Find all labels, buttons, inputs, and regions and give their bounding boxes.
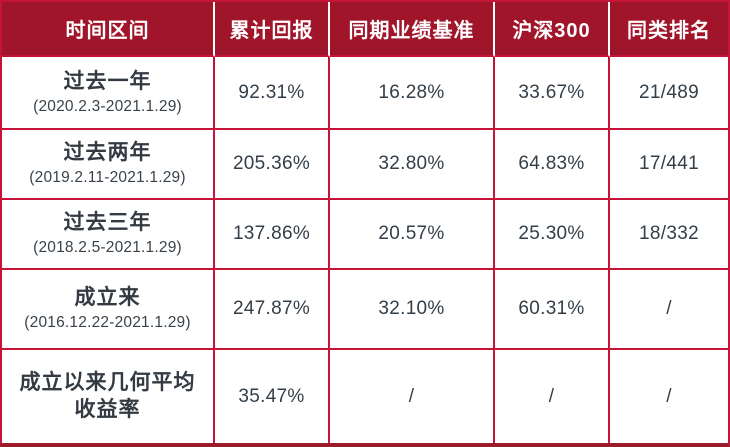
period-cell-geometric-average: 成立以来几何平均收益率	[2, 350, 215, 443]
value-cell-csi300-inception: 60.31%	[495, 270, 610, 350]
period-title: 过去两年	[63, 141, 152, 165]
value-cell-csi300-geo-avg: /	[495, 350, 610, 443]
period-dates: (2020.2.3-2021.1.29)	[33, 97, 182, 115]
value-cell-rank-3y: 18/332	[610, 200, 728, 270]
period-title: 成立来	[74, 286, 141, 310]
value-cell-benchmark-inception: 32.10%	[330, 270, 495, 350]
period-dates: (2018.2.5-2021.1.29)	[33, 239, 182, 257]
value-cell-rank-inception: /	[610, 270, 728, 350]
value-cell-return-1y: 92.31%	[215, 57, 330, 130]
value-cell-benchmark-3y: 20.57%	[330, 200, 495, 270]
value-cell-csi300-1y: 33.67%	[495, 57, 610, 130]
value-cell-return-geo-avg: 35.47%	[215, 350, 330, 443]
col-header-peer-rank: 同类排名	[610, 2, 728, 57]
value-cell-csi300-3y: 25.30%	[495, 200, 610, 270]
period-dates: (2019.2.11-2021.1.29)	[29, 169, 186, 187]
value-cell-return-inception: 247.87%	[215, 270, 330, 350]
period-cell-since-inception: 成立来 (2016.12.22-2021.1.29)	[2, 270, 215, 350]
value-cell-rank-geo-avg: /	[666, 385, 672, 407]
col-header-csi300: 沪深300	[495, 2, 610, 57]
value-cell-csi300-2y: 64.83%	[495, 130, 610, 200]
col-header-time-period: 时间区间	[2, 2, 215, 57]
period-title: 过去一年	[63, 69, 152, 93]
value-cell-benchmark-2y: 32.80%	[330, 130, 495, 200]
value-cell-benchmark-1y: 16.28%	[330, 57, 495, 130]
period-cell-past-2y: 过去两年 (2019.2.11-2021.1.29)	[2, 130, 215, 200]
value-cell-benchmark-geo-avg: /	[330, 350, 495, 443]
period-cell-past-3y: 过去三年 (2018.2.5-2021.1.29)	[2, 200, 215, 270]
period-title: 过去三年	[63, 211, 152, 235]
value-cell-return-2y: 205.36%	[215, 130, 330, 200]
col-header-benchmark: 同期业绩基准	[330, 2, 495, 57]
value-cell-rank-2y: 17/441	[610, 130, 728, 200]
value-cell-return-3y: 137.86%	[215, 200, 330, 270]
value-cell-rank-1y: 21/489	[610, 57, 728, 130]
period-title: 成立以来几何平均收益率	[19, 371, 196, 421]
period-cell-past-1y: 过去一年 (2020.2.3-2021.1.29)	[2, 57, 215, 130]
period-dates: (2016.12.22-2021.1.29)	[24, 314, 191, 332]
col-header-cumulative-return: 累计回报	[215, 2, 330, 57]
